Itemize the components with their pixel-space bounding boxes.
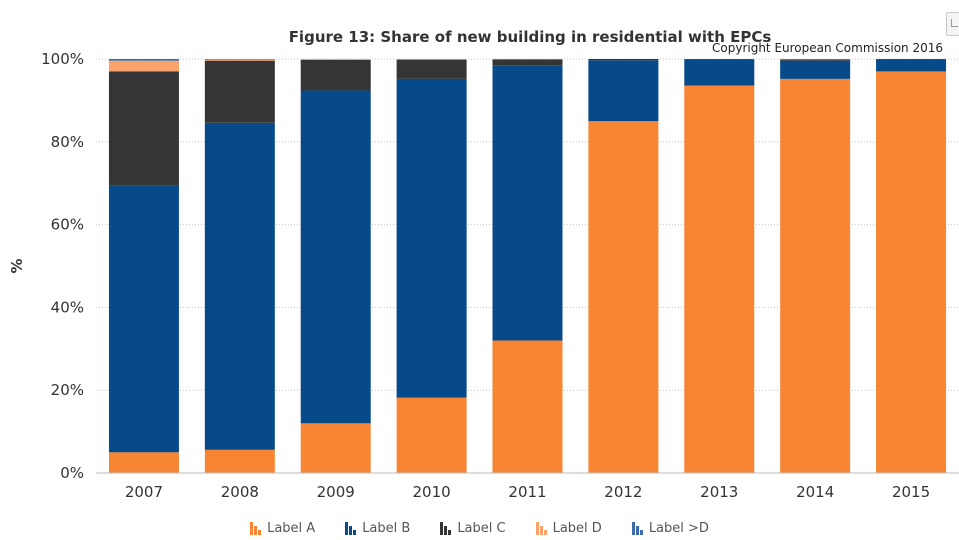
bar-label-a-2009[interactable] xyxy=(301,423,371,473)
bar-label-a-2007[interactable] xyxy=(109,452,179,473)
x-tick-label: 2014 xyxy=(796,483,834,501)
legend-item[interactable]: Label C xyxy=(440,521,505,536)
bar-label-c-2010[interactable] xyxy=(397,60,467,79)
bar-label-b-2013[interactable] xyxy=(684,60,754,86)
y-tick-label: 100% xyxy=(41,50,84,68)
bar-label-a-2012[interactable] xyxy=(588,121,658,473)
chart-title: Figure 13: Share of new building in resi… xyxy=(289,28,772,46)
bar-label-b-2015[interactable] xyxy=(876,59,946,71)
bar-label-a-2011[interactable] xyxy=(493,341,563,473)
legend: Label A Label B Label C Label D Label >D xyxy=(0,516,959,540)
legend-item[interactable]: Label >D xyxy=(632,521,709,536)
bar-label-d-2007[interactable] xyxy=(109,59,179,61)
bar-label-d-2007[interactable] xyxy=(109,61,179,72)
y-axis: 0% 20% 40% 60% 80% 100% xyxy=(41,50,84,482)
x-axis: 2007 2008 2009 2010 2011 2012 2013 2014 2015 xyxy=(125,483,930,501)
bar-label-d-2008[interactable] xyxy=(205,59,275,60)
bar-label-b-2008[interactable] xyxy=(205,123,275,450)
y-tick-label: 0% xyxy=(60,464,84,482)
bar-label-b-2011[interactable] xyxy=(493,65,563,340)
y-axis-label: % xyxy=(8,258,26,273)
export-menu-button[interactable] xyxy=(946,12,959,36)
bar-label-c-2008[interactable] xyxy=(205,61,275,123)
x-tick-label: 2010 xyxy=(413,483,451,501)
bar-label-c-2011[interactable] xyxy=(493,59,563,65)
bar-label-b-2012[interactable] xyxy=(588,60,658,121)
bars xyxy=(109,59,946,473)
legend-label: Label D xyxy=(553,521,602,536)
x-tick-label: 2008 xyxy=(221,483,259,501)
bar-label-a-2013[interactable] xyxy=(684,85,754,473)
y-tick-label: 80% xyxy=(51,133,84,151)
bar-chart-icon xyxy=(250,522,261,535)
legend-item[interactable]: Label B xyxy=(345,521,410,536)
bar-label-b-2007[interactable] xyxy=(109,186,179,453)
x-tick-label: 2011 xyxy=(508,483,546,501)
x-tick-label: 2009 xyxy=(317,483,355,501)
bar-label-c-2007[interactable] xyxy=(109,71,179,185)
chart-copyright: Copyright European Commission 2016 xyxy=(712,41,943,55)
x-tick-label: 2007 xyxy=(125,483,163,501)
bar-label-b-2009[interactable] xyxy=(301,90,371,423)
bar-chart-icon xyxy=(632,522,643,535)
x-tick-label: 2013 xyxy=(700,483,738,501)
legend-label: Label A xyxy=(267,521,315,536)
x-tick-label: 2012 xyxy=(604,483,642,501)
legend-label: Label >D xyxy=(649,521,709,536)
bar-label-a-2015[interactable] xyxy=(876,71,946,473)
bar-label-b-2014[interactable] xyxy=(780,61,850,79)
bar-chart-icon xyxy=(536,522,547,535)
bar-label-c-2014[interactable] xyxy=(780,59,850,60)
bar-label-d-2009[interactable] xyxy=(301,59,371,60)
bar-chart-icon xyxy=(345,522,356,535)
bar-label-a-2014[interactable] xyxy=(780,79,850,473)
y-tick-label: 40% xyxy=(51,298,84,316)
y-tick-label: 60% xyxy=(51,216,84,234)
legend-item[interactable]: Label A xyxy=(250,521,315,536)
bar-label-c-2013[interactable] xyxy=(684,59,754,60)
bar-label-a-2008[interactable] xyxy=(205,450,275,473)
bar-chart-icon xyxy=(440,522,451,535)
bar-label-b-2010[interactable] xyxy=(397,79,467,398)
bar-label-c-2009[interactable] xyxy=(301,60,371,91)
legend-label: Label B xyxy=(362,521,410,536)
legend-label: Label C xyxy=(457,521,505,536)
bar-label-a-2010[interactable] xyxy=(397,398,467,473)
bar-label-c-2012[interactable] xyxy=(588,59,658,60)
y-tick-label: 20% xyxy=(51,381,84,399)
x-tick-label: 2015 xyxy=(892,483,930,501)
legend-item[interactable]: Label D xyxy=(536,521,602,536)
